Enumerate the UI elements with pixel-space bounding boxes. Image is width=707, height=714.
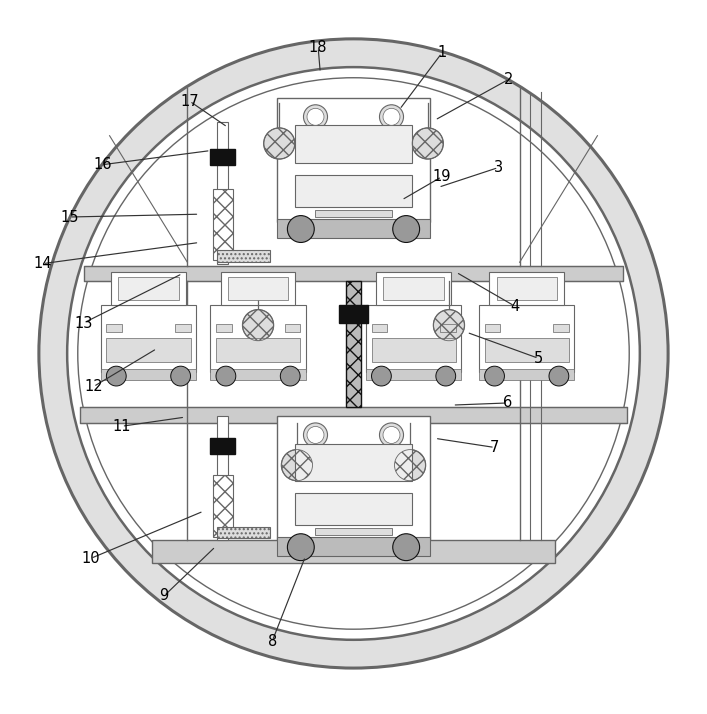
Circle shape <box>383 109 400 125</box>
Bar <box>295 443 411 481</box>
Text: 19: 19 <box>433 169 451 184</box>
Bar <box>295 126 411 163</box>
Bar <box>80 407 627 423</box>
Bar <box>216 324 231 331</box>
Bar <box>106 338 191 362</box>
Circle shape <box>67 67 640 640</box>
Bar <box>277 219 429 238</box>
Text: 1: 1 <box>437 46 447 61</box>
Bar <box>440 324 455 331</box>
Bar <box>376 273 451 305</box>
Bar <box>284 324 300 331</box>
Circle shape <box>392 534 419 560</box>
Circle shape <box>170 366 190 386</box>
Circle shape <box>436 366 455 386</box>
Bar <box>346 281 361 407</box>
Text: 16: 16 <box>93 157 112 172</box>
Circle shape <box>307 426 324 443</box>
Bar <box>217 416 228 540</box>
Circle shape <box>39 39 668 668</box>
Bar <box>371 338 455 362</box>
Circle shape <box>287 534 314 560</box>
Circle shape <box>281 450 312 481</box>
Text: 12: 12 <box>84 379 103 394</box>
Circle shape <box>380 423 404 447</box>
Bar <box>295 493 411 526</box>
Bar <box>479 369 574 381</box>
Circle shape <box>303 423 327 447</box>
Bar <box>175 324 191 331</box>
Text: 3: 3 <box>494 160 503 175</box>
Bar <box>366 369 461 381</box>
Bar <box>217 527 270 538</box>
Text: 10: 10 <box>81 551 100 566</box>
Text: 5: 5 <box>534 351 544 366</box>
Circle shape <box>307 109 324 125</box>
Bar <box>315 528 392 536</box>
Bar <box>371 324 387 331</box>
Bar <box>553 324 568 331</box>
Circle shape <box>106 366 127 386</box>
Bar <box>277 537 429 555</box>
Bar <box>221 273 296 305</box>
Bar <box>383 276 444 300</box>
Bar <box>213 475 233 537</box>
Circle shape <box>216 366 235 386</box>
Circle shape <box>280 366 300 386</box>
Text: 6: 6 <box>503 396 513 411</box>
Text: 13: 13 <box>74 316 93 331</box>
Bar <box>315 210 392 217</box>
Text: 14: 14 <box>33 256 52 271</box>
Text: 7: 7 <box>490 440 500 455</box>
Bar <box>228 276 288 300</box>
Bar <box>489 273 564 305</box>
Circle shape <box>412 128 443 159</box>
Bar <box>118 276 179 300</box>
Circle shape <box>380 105 404 129</box>
Circle shape <box>395 450 426 481</box>
Bar <box>153 540 554 563</box>
Circle shape <box>392 216 419 243</box>
Text: 4: 4 <box>510 298 520 313</box>
Circle shape <box>264 128 295 159</box>
Bar <box>213 189 233 260</box>
Bar <box>277 99 429 222</box>
Bar <box>295 175 411 207</box>
Circle shape <box>383 426 400 443</box>
Bar <box>210 149 235 165</box>
Bar <box>484 324 500 331</box>
Text: 9: 9 <box>159 588 169 603</box>
Bar <box>217 122 228 263</box>
Bar <box>496 276 557 300</box>
Circle shape <box>484 366 504 386</box>
Bar <box>106 324 122 331</box>
Bar <box>277 416 429 540</box>
Bar <box>210 369 305 381</box>
Text: 2: 2 <box>504 71 514 86</box>
Bar <box>216 338 300 362</box>
Circle shape <box>243 310 274 341</box>
Text: 18: 18 <box>309 40 327 55</box>
Bar <box>366 305 461 372</box>
Text: 17: 17 <box>180 94 199 109</box>
Bar <box>100 305 197 372</box>
Bar <box>84 266 623 281</box>
Text: 8: 8 <box>267 634 277 649</box>
Bar <box>210 305 305 372</box>
Circle shape <box>549 366 568 386</box>
Text: 15: 15 <box>60 209 78 224</box>
Bar <box>479 305 574 372</box>
Bar <box>339 306 368 323</box>
Bar <box>100 369 197 381</box>
Bar <box>111 273 186 305</box>
Circle shape <box>303 105 327 129</box>
Circle shape <box>371 366 392 386</box>
Bar <box>217 250 270 261</box>
Circle shape <box>433 310 464 341</box>
Bar <box>210 438 235 453</box>
Circle shape <box>287 216 314 243</box>
Text: 11: 11 <box>112 419 131 434</box>
Bar <box>484 338 568 362</box>
